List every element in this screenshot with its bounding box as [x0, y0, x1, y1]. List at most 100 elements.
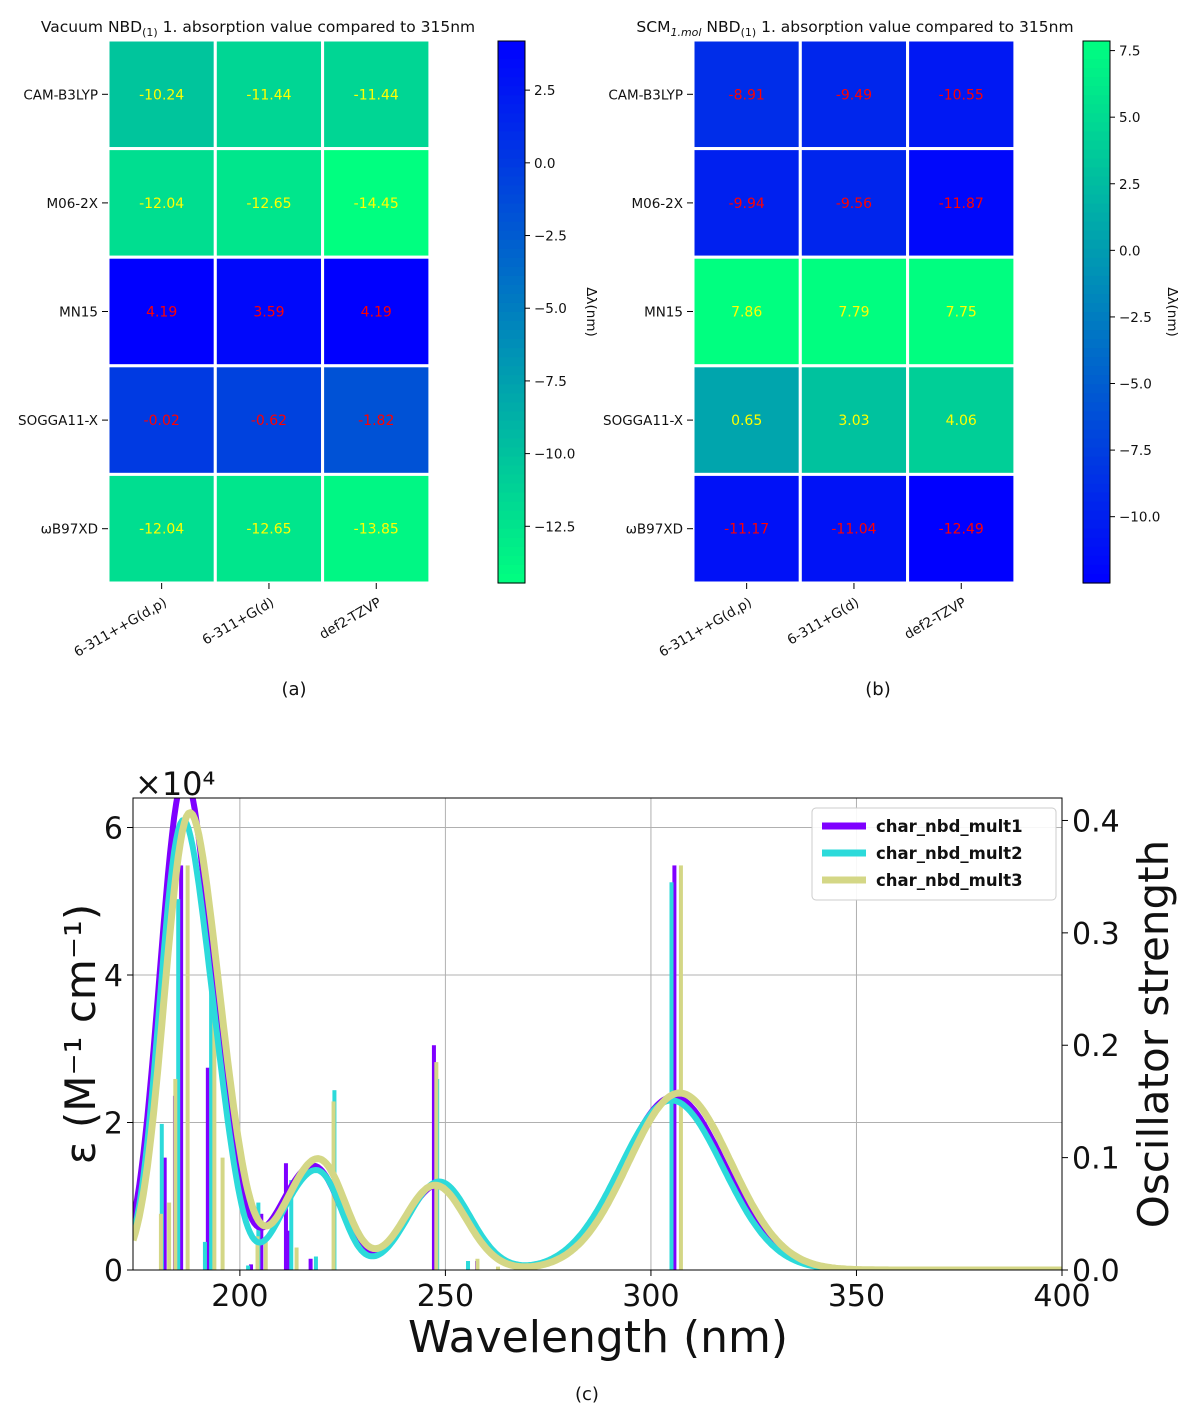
oscillator-stick	[669, 882, 674, 1270]
row-label: SOGGA11-X	[603, 413, 683, 429]
colorbar-segment	[498, 321, 525, 331]
spectrum-x-ticks: 200 250 300 350 400	[211, 1270, 1091, 1314]
colorbar-segment	[1083, 483, 1110, 494]
colorbar-segment	[1083, 131, 1110, 141]
col-label: 6-311++G(d,p)	[71, 595, 169, 661]
colorbar-segment	[1083, 158, 1110, 169]
oscillator-stick	[212, 989, 217, 1270]
col-label: 6-311+G(d)	[200, 595, 277, 649]
colorbar-segment	[498, 68, 525, 78]
colorbar-segment	[1083, 573, 1110, 584]
colorbar-segment	[498, 275, 525, 286]
colorbar-segment	[1083, 221, 1110, 232]
x-tick-label: 250	[417, 1279, 474, 1314]
legend: char_nbd_mult1 char_nbd_mult2 char_nbd_mul…	[811, 807, 1057, 901]
cell-value-label: 4.19	[146, 305, 177, 321]
colorbar-tick-label: −2.5	[1119, 310, 1152, 326]
oscillator-stick	[466, 1261, 471, 1270]
x-tick-label: 200	[211, 1279, 268, 1314]
cell-value-label: -11.44	[246, 87, 291, 103]
colorbar-segment	[1083, 257, 1110, 268]
y-scale-label: ×10⁴	[135, 765, 215, 803]
colorbar-segment	[498, 257, 525, 268]
colorbar-segment	[1083, 330, 1110, 340]
colorbar-segment	[1083, 537, 1110, 548]
colorbar-segment	[1083, 456, 1110, 467]
cell-value-label: -13.85	[354, 522, 399, 538]
heatmap-cell	[321, 147, 432, 259]
legend-box	[811, 807, 1057, 901]
heatmap-cell	[213, 255, 325, 368]
cell-value-label: -0.02	[144, 413, 180, 429]
row-label: SOGGA11-X	[18, 413, 98, 429]
colorbar-segment	[1083, 122, 1110, 132]
colorbar-segment	[1083, 149, 1110, 160]
colorbar-segment	[498, 113, 525, 123]
colorbar-tick-label: 2.5	[534, 83, 555, 99]
cell-value-label: 7.75	[946, 305, 977, 321]
colorbar-segment	[498, 59, 525, 69]
colorbar-segment	[498, 420, 525, 431]
colorbar-segment	[1083, 465, 1110, 476]
heatmap-cell	[798, 255, 910, 368]
cell-value-label: -9.94	[729, 196, 765, 212]
heatmap-panel-b: SCM1.mol NBD(1) 1. absorption value comp…	[603, 18, 1180, 700]
heatmap-panel-a: Vacuum NBD(1) 1. absorption value compar…	[18, 18, 599, 700]
colorbar-segment	[498, 302, 525, 313]
cell-value-label: -11.04	[831, 522, 876, 538]
colorbar-tick-label: 0.0	[534, 156, 555, 172]
x-axis-label: Wavelength (nm)	[408, 1312, 788, 1363]
oscillator-stick	[434, 1062, 439, 1270]
colorbar-segment	[498, 140, 525, 150]
cell-value-label: 3.03	[838, 413, 869, 429]
x-tick-label: 350	[828, 1279, 885, 1314]
oscillator-stick	[176, 899, 181, 1270]
cell-value-label: -9.49	[836, 87, 872, 103]
colorbar-segment	[498, 284, 525, 295]
colorbar-segment	[498, 447, 525, 458]
y-tick-label: 2	[104, 1107, 123, 1142]
colorbar-segment	[1083, 176, 1110, 187]
cell-value-label: 0.65	[731, 413, 762, 429]
panel-c-label: (c)	[575, 1384, 599, 1405]
cell-value-label: -0.62	[251, 413, 287, 429]
colorbar-segment	[1083, 185, 1110, 196]
colorbar-segment	[1083, 68, 1110, 78]
colorbar-segment	[1083, 113, 1110, 123]
colorbar-segment	[1083, 284, 1110, 295]
colorbar-segment	[498, 194, 525, 205]
colorbar-segment	[498, 555, 525, 566]
oscillator-stick	[159, 1123, 164, 1270]
oscillator-stick	[255, 1236, 260, 1270]
colorbar-tick-label: −7.5	[534, 374, 567, 390]
colorbar-tick-label: 2.5	[1119, 177, 1140, 193]
spectrum-panel-c: 200 250 300 350 400 0 2 4 6 0.0 0.1 0.2 0.3 0.4 ×10…	[56, 765, 1178, 1405]
row-label: ωB97XD	[41, 522, 98, 538]
oscillator-stick	[308, 1258, 313, 1270]
colorbar-segment	[1083, 501, 1110, 512]
colorbar-segment	[1083, 546, 1110, 557]
colorbar-segment	[1083, 411, 1110, 421]
colorbar-segment	[1083, 510, 1110, 521]
heatmap-a-cells: -10.24 -11.44 -11.44 -12.04 -12.65 -14.45 4.19…	[106, 38, 432, 585]
colorbar-segment	[498, 537, 525, 548]
colorbar-segment	[498, 501, 525, 512]
oscillator-stick	[246, 1265, 251, 1270]
colorbar-segment	[498, 465, 525, 476]
colorbar-label: Δλ(nm)	[583, 287, 599, 336]
colorbar-segment	[498, 519, 525, 530]
oscillator-stick	[185, 865, 190, 1270]
colorbar-frame	[497, 40, 526, 584]
colorbar-segment	[498, 357, 525, 367]
colorbar-segment	[498, 510, 525, 521]
heatmap-cell	[321, 364, 432, 476]
colorbar-segment	[498, 546, 525, 557]
colorbar-segment	[498, 230, 525, 241]
cell-value-label: -12.65	[246, 522, 291, 538]
x-tick-label: 300	[622, 1279, 679, 1314]
colorbar-segment	[1083, 302, 1110, 313]
heatmap-cell	[906, 255, 1017, 368]
colorbar-segment	[1083, 140, 1110, 150]
colorbar-segment	[498, 393, 525, 403]
cell-value-label: 4.19	[361, 305, 392, 321]
